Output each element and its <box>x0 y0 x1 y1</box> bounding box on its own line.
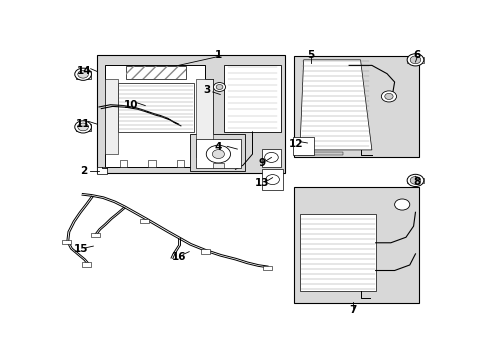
Polygon shape <box>262 149 280 167</box>
Bar <box>75 123 90 131</box>
Text: 3: 3 <box>203 85 210 95</box>
Polygon shape <box>299 60 371 150</box>
Bar <box>200 249 209 254</box>
Text: 6: 6 <box>413 50 420 60</box>
Bar <box>148 159 156 167</box>
Text: 5: 5 <box>307 50 314 60</box>
Circle shape <box>265 175 279 185</box>
Bar <box>90 233 100 237</box>
Circle shape <box>407 174 423 186</box>
Text: 16: 16 <box>171 252 185 262</box>
Bar <box>406 177 423 183</box>
Circle shape <box>409 176 420 184</box>
Circle shape <box>264 152 278 162</box>
Circle shape <box>213 82 225 91</box>
Bar <box>203 159 210 167</box>
Bar <box>212 163 224 168</box>
Bar <box>263 266 272 270</box>
Polygon shape <box>104 66 212 167</box>
Polygon shape <box>195 139 241 168</box>
Bar <box>195 79 212 157</box>
Bar <box>118 84 193 132</box>
Bar <box>189 134 244 171</box>
Text: 10: 10 <box>124 100 138 110</box>
Polygon shape <box>97 167 106 174</box>
Text: 14: 14 <box>77 66 92 76</box>
Polygon shape <box>97 55 284 174</box>
Bar <box>125 66 186 79</box>
Circle shape <box>216 85 223 90</box>
Bar <box>104 79 118 154</box>
Bar <box>125 66 186 79</box>
Polygon shape <box>224 66 280 132</box>
Text: 7: 7 <box>348 305 356 315</box>
Bar <box>294 187 418 303</box>
Text: 13: 13 <box>254 178 269 188</box>
Text: 9: 9 <box>258 158 265 168</box>
Circle shape <box>407 54 423 66</box>
Circle shape <box>206 145 230 163</box>
Bar <box>294 56 418 157</box>
Text: 1: 1 <box>214 50 222 60</box>
Text: 11: 11 <box>76 118 90 129</box>
Circle shape <box>394 199 409 210</box>
Text: 2: 2 <box>80 166 87 176</box>
Bar <box>75 71 90 79</box>
Text: 15: 15 <box>73 244 88 254</box>
Text: 4: 4 <box>214 142 222 152</box>
Circle shape <box>381 91 396 102</box>
Circle shape <box>212 150 224 158</box>
Bar <box>82 262 91 267</box>
Polygon shape <box>293 138 314 156</box>
Bar <box>297 152 343 155</box>
Bar <box>62 240 71 244</box>
Circle shape <box>384 93 392 99</box>
Circle shape <box>75 68 91 80</box>
Bar <box>140 219 149 223</box>
Polygon shape <box>262 169 282 190</box>
Circle shape <box>409 56 420 64</box>
Bar <box>406 57 423 63</box>
Bar <box>120 159 127 167</box>
Text: 8: 8 <box>413 177 420 187</box>
Circle shape <box>78 123 88 131</box>
Bar <box>176 159 184 167</box>
Text: 12: 12 <box>288 139 303 149</box>
Circle shape <box>75 121 91 133</box>
Circle shape <box>78 70 88 78</box>
Bar <box>299 214 375 291</box>
